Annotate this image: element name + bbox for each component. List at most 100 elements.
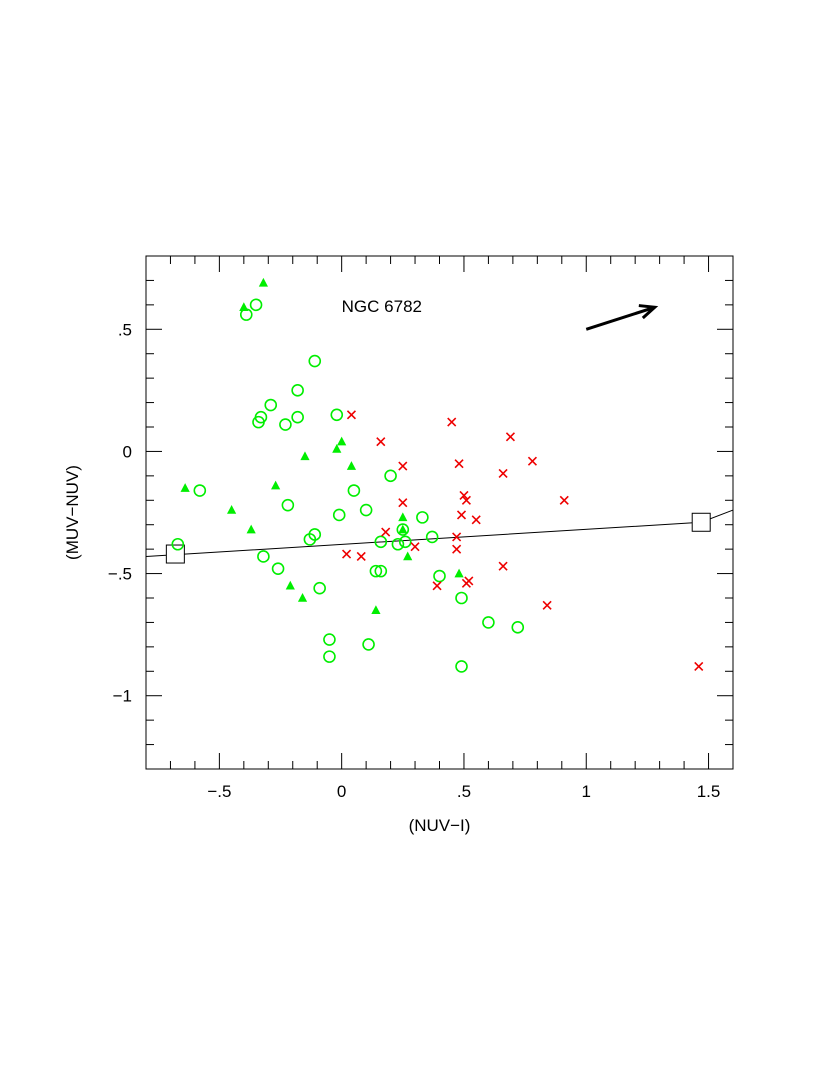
arrow-head [638,304,659,320]
cross-point [461,578,471,588]
cross-stroke [461,578,471,588]
triangle-point [297,593,308,602]
cross-stroke [527,456,538,466]
y-axis-label: (MUV−NUV) [63,465,82,560]
cross-stroke [498,561,508,571]
open-circle-point [193,484,207,497]
cross-stroke [694,661,704,671]
arrow-shaft [585,305,656,331]
open-circle-point [455,591,468,605]
triangle-point [337,436,347,446]
cross-stroke [498,468,508,478]
cross-point [398,461,408,471]
cross-stroke [471,515,481,525]
triangle-point [300,451,310,461]
open-circle-point [374,564,388,578]
cross-point [452,532,462,542]
x-axis-label: (NUV−I) [409,816,471,835]
cross-stroke [376,437,386,447]
open-circle-point [347,484,361,497]
triangle-point [403,551,413,561]
open-circle-point [308,354,322,368]
cross-point [461,495,471,505]
cross-stroke [341,549,352,559]
cross-stroke [346,410,357,420]
cross-stroke [381,527,391,537]
open-circle-point [396,523,410,536]
open-circle-point [369,564,383,578]
triangle-point [227,505,237,514]
cross-point [346,410,357,420]
cross-point [527,456,538,466]
cross-point [542,600,552,610]
open-circle-point [313,581,326,595]
x-tick-label: 1 [582,782,591,801]
open-circle-point [374,535,388,549]
open-circle-point [252,415,265,429]
cross-stroke [452,532,462,542]
open-circle-point [323,650,336,663]
open-circle-point [249,298,263,312]
open-circle-point [281,498,295,512]
cross-point [559,495,569,505]
cross-point [381,527,391,537]
cross-stroke [454,459,464,469]
open-circle-point [171,537,185,551]
cross-point [356,551,366,562]
open-circle-point [271,562,285,575]
y-tick-label: .5 [118,320,132,339]
cross-stroke [452,544,462,554]
triangle-point [398,512,408,522]
model-line [145,509,734,557]
open-circle-point [359,503,373,517]
open-circle-point [455,660,468,673]
cross-point [456,510,467,520]
triangle-point [258,277,268,287]
triangle-point [239,302,249,312]
cross-stroke [459,490,469,500]
open-circle-point [482,616,495,629]
triangle-point [246,524,256,534]
open-circle-point [398,535,412,549]
cross-point [471,515,481,525]
cross-stroke [410,542,420,552]
x-tick-label: .5 [457,782,471,801]
cross-point [410,542,420,552]
open-circle-point [291,410,304,424]
cross-stroke [398,498,408,508]
cross-point [447,417,457,427]
open-circle-point [291,384,304,397]
open-circle-point [330,408,344,422]
x-tick-label: 0 [337,782,346,801]
model-square-marker [691,512,711,532]
cross-stroke [456,510,467,520]
x-tick-label: 1.5 [697,782,721,801]
triangle-point [371,605,381,614]
tick-labels: −.5 0 .5 1 1.5 .5 0 −.5 −1 [108,320,720,801]
triangle-point [332,443,342,453]
open-circle-point [433,569,446,583]
cross-point [341,549,352,559]
open-circle-point [323,633,336,646]
open-circle-point [425,530,439,544]
reddening-arrow [585,304,659,331]
open-circle-point [384,469,397,483]
cross-point [398,498,408,508]
cross-stroke [447,417,457,427]
open-circle-point [416,511,429,524]
triangle-point [454,568,464,578]
cross-point [498,468,508,478]
model-line-layer [145,509,734,564]
axis-ticks [145,255,734,770]
triangle-point [346,461,357,470]
open-circle-point [511,621,525,634]
triangle-point [398,524,408,534]
cross-point [452,544,462,554]
cross-point [459,490,469,500]
cross-stroke [542,600,552,610]
cross-point [454,459,464,469]
plot-frame [145,255,734,770]
y-tick-label: −.5 [108,565,132,584]
cross-point [498,561,508,571]
open-circle-point [279,418,292,431]
